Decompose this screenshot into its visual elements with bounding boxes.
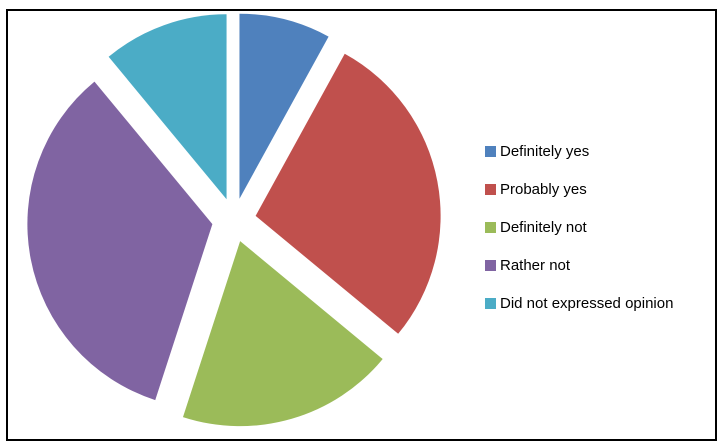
legend-swatch xyxy=(485,221,496,233)
chart-legend: Definitely yes Probably yes Definitely n… xyxy=(485,141,673,331)
pie-slice-probably-yes xyxy=(255,53,441,334)
legend-swatch xyxy=(485,145,496,157)
legend-item-probably-yes: Probably yes xyxy=(485,179,673,199)
legend-item-definitely-yes: Definitely yes xyxy=(485,141,673,161)
legend-swatch xyxy=(485,183,496,195)
legend-label: Definitely not xyxy=(500,218,587,236)
legend-label: Probably yes xyxy=(500,180,587,198)
legend-label: Rather not xyxy=(500,256,571,274)
legend-label: Did not expressed opinion xyxy=(500,294,674,312)
legend-item-rather-not: Rather not xyxy=(485,255,673,275)
pie-slice-did-not-expressed-opinion xyxy=(108,14,227,200)
legend-swatch xyxy=(485,259,496,271)
legend-label: Definitely yes xyxy=(500,142,590,160)
legend-item-definitely-not: Definitely not xyxy=(485,217,673,237)
legend-swatch xyxy=(485,297,496,309)
pie-slice-definitely-not xyxy=(182,241,383,427)
legend-item-did-not-express-opinion: Did not expressed opinion xyxy=(485,293,673,313)
pie-slice-definitely-yes xyxy=(239,13,329,199)
pie-slice-rather-not xyxy=(27,81,213,401)
